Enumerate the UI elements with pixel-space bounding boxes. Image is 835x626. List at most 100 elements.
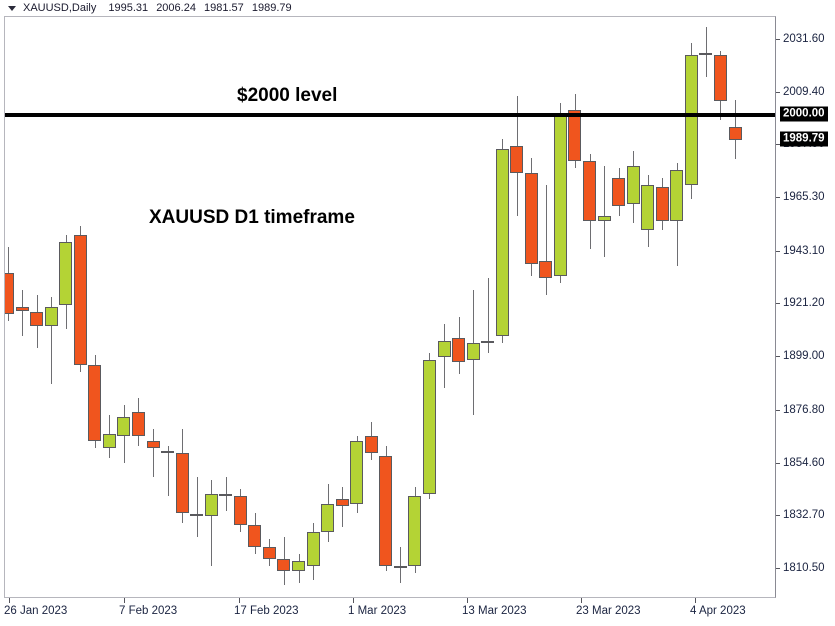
annotation-level-note: $2000 level <box>237 85 338 106</box>
ohlc-open: 1995.31 <box>108 2 149 14</box>
time-axis-tick <box>124 598 125 603</box>
price-axis-tick <box>776 568 780 569</box>
candle-body <box>15 307 29 311</box>
ohlc-close: 1989.79 <box>251 2 292 14</box>
candle-body <box>655 187 669 221</box>
candle-wick <box>706 26 707 77</box>
candle-body <box>597 215 611 221</box>
candle-body <box>364 436 378 454</box>
candle-body <box>30 311 44 327</box>
candle-wick <box>400 546 401 583</box>
time-axis-tick <box>695 598 696 603</box>
candle-body <box>131 412 145 437</box>
candle-body <box>321 503 335 533</box>
candle-body <box>466 342 480 360</box>
price-axis-label: 1899.00 <box>783 350 825 363</box>
candle-body <box>568 110 582 161</box>
candle-wick <box>211 479 212 566</box>
price-axis-tick <box>776 197 780 198</box>
time-axis-tick <box>353 598 354 603</box>
candle-wick <box>488 278 489 353</box>
candle-body <box>510 146 524 173</box>
candle-wick <box>604 165 605 257</box>
candle-body <box>262 546 276 559</box>
time-axis-tick <box>467 598 468 603</box>
price-axis-badge: 2000.00 <box>780 106 828 122</box>
candle-wick <box>22 290 23 336</box>
price-axis-label: 2009.40 <box>783 85 825 98</box>
chart-plot-area[interactable]: $2000 level XAUUSD D1 timeframe <box>4 16 776 598</box>
price-axis-label: 1854.60 <box>783 456 825 469</box>
price-axis-label: 1921.20 <box>783 297 825 310</box>
candle-body <box>379 455 393 566</box>
price-axis-label: 1965.30 <box>783 191 825 204</box>
price-axis-tick <box>776 463 780 464</box>
candle-body <box>583 160 596 221</box>
candle-body <box>204 493 218 516</box>
triangle-down-icon[interactable] <box>8 5 16 11</box>
candle-body <box>277 558 291 571</box>
ohlc-low: 1981.57 <box>204 2 244 14</box>
price-axis-badge: 1989.79 <box>780 131 828 147</box>
time-axis-label: 1 Mar 2023 <box>348 605 407 617</box>
candle-wick <box>197 477 198 538</box>
candle-body <box>5 273 14 315</box>
candle-body <box>190 514 204 517</box>
candle-body <box>219 493 233 497</box>
candle-body <box>59 242 73 305</box>
candle-body <box>684 55 698 185</box>
candle-body <box>641 184 655 231</box>
price-axis[interactable]: 2031.602009.402000.001989.791987.501965.… <box>776 16 835 598</box>
candle-body <box>102 434 116 449</box>
candle-body <box>233 496 247 526</box>
candle-body <box>670 170 684 221</box>
candle-body <box>612 177 626 207</box>
candle-body <box>88 364 102 442</box>
price-level-line-2000[interactable] <box>5 113 775 118</box>
price-axis-tick <box>776 92 780 93</box>
time-axis-label: 7 Feb 2023 <box>119 605 178 617</box>
candle-body <box>437 340 451 358</box>
candle-wick <box>153 429 154 478</box>
candle-wick <box>168 446 169 497</box>
time-axis[interactable]: 26 Jan 2023 7 Feb 2023 17 Feb 2023 1 Mar 20… <box>4 598 776 626</box>
annotation-timeframe-note: XAUUSD D1 timeframe <box>149 207 355 228</box>
candle-body <box>335 498 349 506</box>
time-axis-label: 13 Mar 2023 <box>462 605 527 617</box>
time-axis-tick <box>239 598 240 603</box>
candle-body <box>175 453 189 514</box>
price-axis-tick <box>776 356 780 357</box>
price-axis-tick <box>776 39 780 40</box>
time-axis-tick <box>581 598 582 603</box>
time-axis-label: 26 Jan 2023 <box>4 605 68 617</box>
candle-body <box>248 525 262 547</box>
price-axis-label: 1876.80 <box>783 403 825 416</box>
candle-body <box>452 338 466 363</box>
price-axis-tick <box>776 515 780 516</box>
candle-body <box>713 55 727 101</box>
price-axis-label: 2031.60 <box>783 32 825 45</box>
candle-body <box>408 496 422 566</box>
time-axis-label: 4 Apr 2023 <box>690 605 746 617</box>
candle-body <box>161 450 175 453</box>
candle-body <box>539 261 553 279</box>
candle-body <box>728 126 742 140</box>
candle-body <box>495 148 509 336</box>
price-axis-label: 1832.70 <box>783 509 825 522</box>
candle-body <box>73 235 87 365</box>
candle-wick <box>342 486 343 528</box>
candle-body <box>626 165 640 204</box>
ohlc-high: 2006.24 <box>156 2 196 14</box>
candle-body <box>117 417 131 437</box>
time-axis-tick <box>9 598 10 603</box>
chart-header: XAUUSD,Daily 1995.31 2006.24 1981.57 198… <box>0 0 835 16</box>
time-axis-label: 23 Mar 2023 <box>576 605 641 617</box>
candle-body <box>422 359 436 494</box>
symbol-label: XAUUSD,Daily <box>23 2 97 14</box>
candle-wick <box>51 297 52 384</box>
candle-wick <box>226 477 227 511</box>
price-axis-label: 1810.50 <box>783 562 825 575</box>
price-axis-tick <box>776 410 780 411</box>
candle-wick <box>546 184 547 295</box>
